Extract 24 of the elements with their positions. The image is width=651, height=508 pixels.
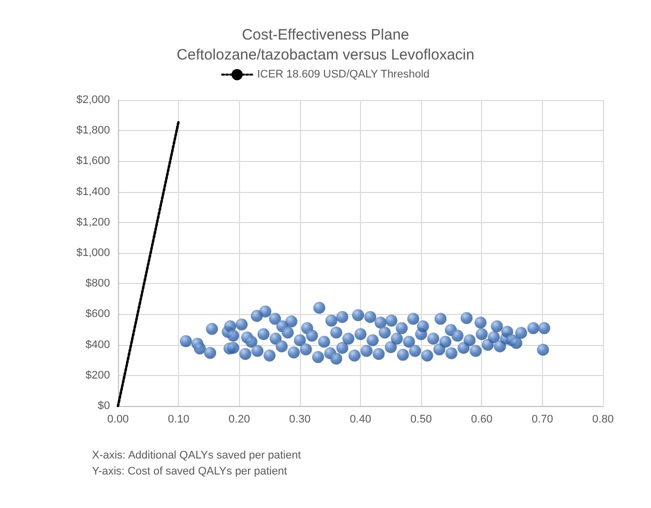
x-tick-label: 0.70 bbox=[532, 414, 554, 426]
x-tick-label: 0.00 bbox=[107, 414, 129, 426]
x-tick-label: 0.10 bbox=[168, 414, 190, 426]
y-tick-label: $0 bbox=[98, 400, 110, 412]
legend-label: ICER 18.609 USD/QALY Threshold bbox=[257, 68, 430, 81]
y-tick-label: $1,600 bbox=[76, 155, 110, 168]
y-tick-label: $1,800 bbox=[76, 124, 110, 137]
y-tick-label: $200 bbox=[86, 369, 110, 382]
y-tick-label: $1,400 bbox=[76, 186, 110, 198]
x-tick-label: 0.60 bbox=[471, 414, 492, 426]
text: X-axis: Additional QALYs saved per patient bbox=[92, 450, 301, 462]
chart-title: Cost-Effectiveness Plane Ceftolozane/tazobactam versus Levofloxacin bbox=[176, 26, 474, 64]
y-tick-label: $1,200 bbox=[76, 216, 110, 228]
y-tick-label: $800 bbox=[86, 278, 110, 290]
y-tick-label: $400 bbox=[86, 338, 110, 351]
text: Y-axis: Cost of saved QALYs per patient bbox=[92, 466, 288, 478]
y-tick-label: $1,000 bbox=[76, 247, 110, 259]
x-tick-label: 0.20 bbox=[228, 414, 250, 426]
x-tick-label: 0.80 bbox=[592, 414, 614, 426]
x-tick-label: 0.50 bbox=[410, 414, 432, 426]
x-tick-label: 0.30 bbox=[289, 414, 311, 426]
y-tick-label: $600 bbox=[86, 308, 110, 320]
y-tick-label: $2,000 bbox=[76, 94, 110, 106]
x-tick-label: 0.40 bbox=[350, 414, 372, 426]
